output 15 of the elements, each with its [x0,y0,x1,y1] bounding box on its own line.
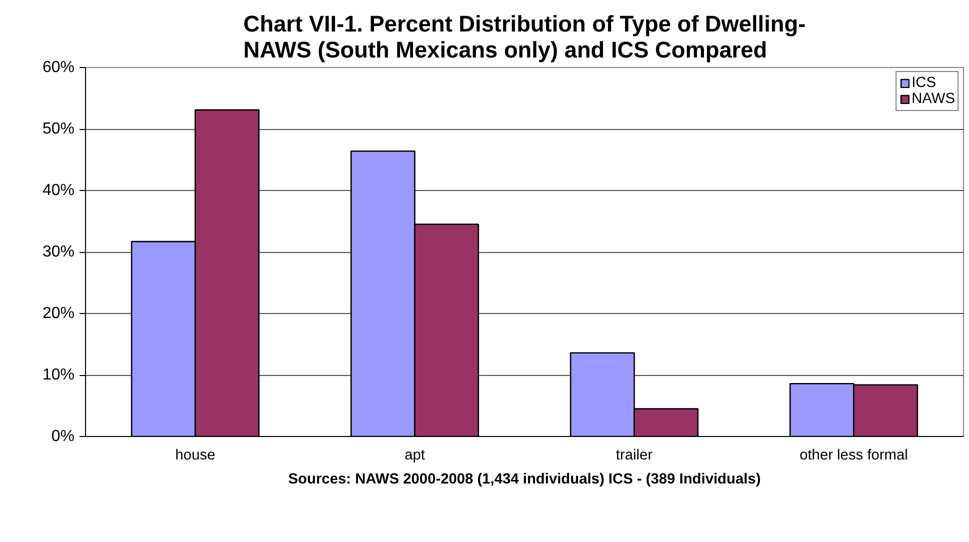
y-tick-label: 50% [42,120,75,138]
y-tick-label: 10% [42,366,75,384]
y-tick-label: 40% [42,182,75,199]
y-tick-label: 30% [42,244,75,260]
x-tick-label: house [175,448,216,464]
y-tick-label: 0% [51,428,74,445]
y-tick-label: 60% [42,59,75,76]
x-tick-label: other less formal [800,448,908,464]
legend-label: ICS [912,75,936,91]
x-tick-label: trailer [616,448,653,464]
x-tick-label: apt [404,448,425,464]
legend-label: NAWS [912,91,955,107]
x-axis-title: Sources: NAWS 2000-2008 (1,434 individuals) ICS - (389 Individuals) [288,472,761,488]
chart-title: Chart VII-1. Percent Distribution of Type of Dwelling- NAWS (South Mexicans only) and ICS Compared [243,10,806,62]
y-tick-label: 20% [42,305,75,322]
